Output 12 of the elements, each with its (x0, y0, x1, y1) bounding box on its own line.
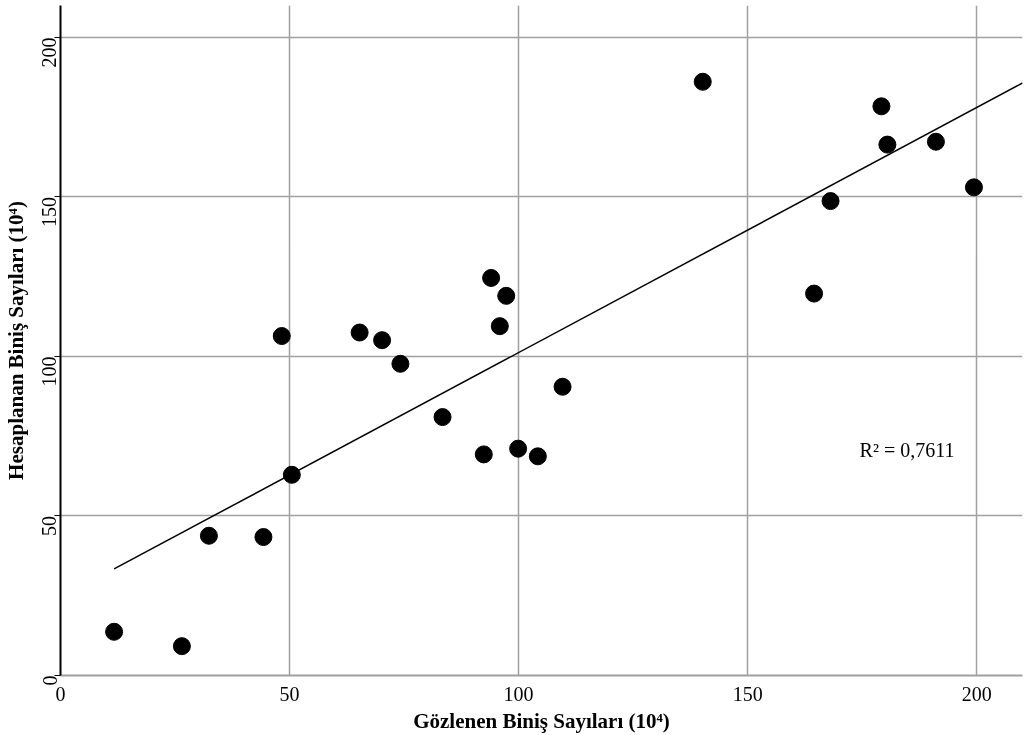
y-tick-label: 150 (38, 196, 61, 227)
x-tick-label: 100 (503, 682, 534, 705)
x-tick-label: 200 (961, 682, 992, 705)
x-tick-label: 50 (279, 682, 300, 705)
y-tick-label: 200 (38, 37, 61, 68)
y-tick-label: 0 (38, 675, 61, 686)
annotation: R² = 0,7611 (859, 439, 955, 462)
x-axis-title: Gözlenen Biniş Sayıları (10⁴) (413, 708, 670, 733)
y-tick-label: 50 (38, 515, 61, 536)
x-tick-label: 150 (732, 682, 763, 705)
y-tick-label: 100 (38, 356, 61, 387)
y-axis-title: Hesaplanan Biniş Sayıları (10⁴) (3, 201, 28, 480)
